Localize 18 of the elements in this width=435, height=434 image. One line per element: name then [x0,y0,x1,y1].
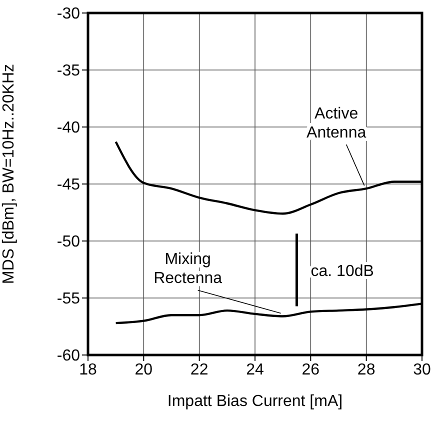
y-tick-label: -35 [56,62,80,80]
x-tick-label: 20 [134,361,153,378]
x-tick-label: 30 [413,361,431,378]
x-axis-title: Impatt Bias Current [mA] [167,393,343,410]
y-tick-label: -45 [56,176,80,194]
line-series [114,140,422,215]
x-tick-label: 24 [246,361,264,378]
y-tick-label: -30 [56,6,80,23]
y-tick-label: -60 [56,348,80,365]
x-tick-label: 18 [79,361,97,378]
x-tick-label: 22 [190,361,208,378]
y-axis-title: MDS [dBm], BW=10Hz..20KHz [0,64,18,284]
line-series [114,302,422,324]
y-tick-label: -55 [56,290,80,308]
y-tick-label: -50 [56,234,80,251]
x-tick-label: 28 [357,361,376,378]
x-tick-label: 26 [302,361,320,378]
y-tick-label: -40 [56,120,80,137]
